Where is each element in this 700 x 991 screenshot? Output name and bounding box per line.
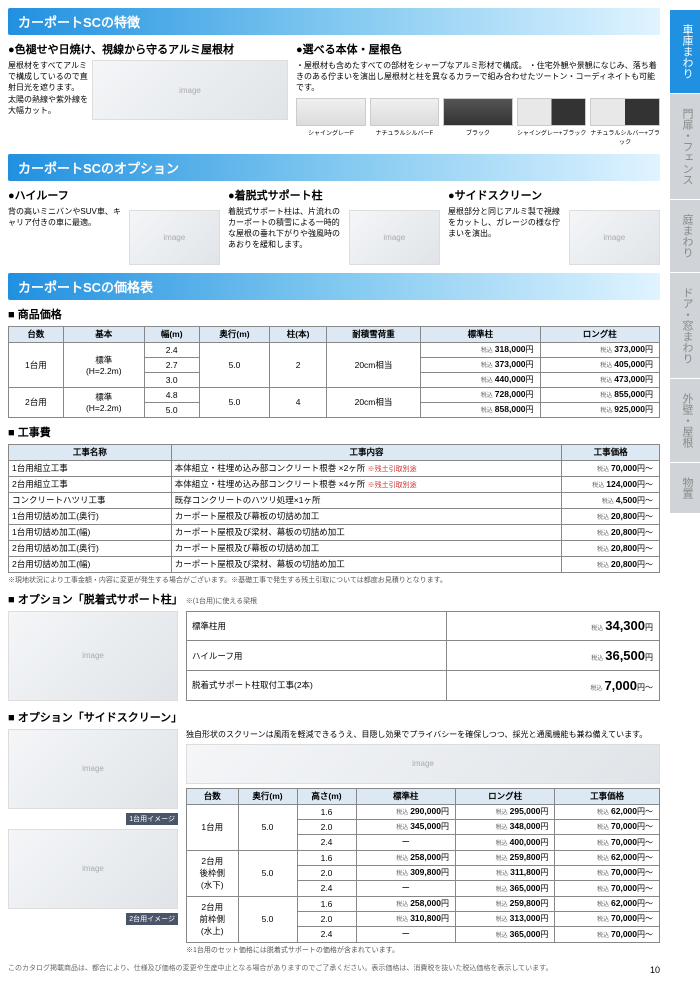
feature-roof-image: image	[92, 60, 288, 120]
opt-support-image: image	[8, 611, 178, 701]
color-1: ナチュラルシルバーF	[370, 98, 440, 146]
color-0: シャイングレーF	[296, 98, 366, 146]
price-table-title: 商品価格	[8, 306, 660, 322]
color-4: ナチュラルシルバー+ブラック	[590, 98, 660, 146]
side-tab-2[interactable]: 庭まわり	[670, 200, 700, 273]
color-3: シャイングレー+ブラック	[517, 98, 587, 146]
feature-colors-text: ・屋根材も含めたすべての部材をシャープなアルミ形材で構成。 ・住宅外観や景観にな…	[296, 60, 660, 94]
side-tab-3[interactable]: ドア・窓まわり	[670, 273, 700, 379]
side-tabs: 車庫まわり門扉・フェンス庭まわりドア・窓まわり外壁・屋根物置	[670, 10, 700, 514]
side-tab-4[interactable]: 外壁・屋根	[670, 379, 700, 463]
feature-colors-header: 選べる本体・屋根色	[296, 41, 660, 57]
screen-detail-image: image	[186, 744, 660, 784]
feature-colors: 選べる本体・屋根色 ・屋根材も含めたすべての部材をシャープなアルミ形材で構成。 …	[296, 41, 660, 146]
price-table: 台数基本幅(m)奥行(m)柱(本)耐積雪荷重標準柱ロング柱 1台用標準 (H=2…	[8, 326, 660, 418]
screen-image-2: image	[8, 829, 178, 909]
const-table-note: ※現地状況により工事金額・内容に変更が発生する場合がございます。※基礎工事で発生…	[8, 575, 660, 585]
opt-support-title: オプション「脱着式サポート柱」 ※(1台用)に使える梁根	[8, 591, 660, 607]
option-1: 着脱式サポート柱着脱式サポート柱は、片流れのカーポートの積雪による一時的な屋根の…	[228, 187, 440, 265]
section-options-header: カーポートSCのオプション	[8, 154, 660, 181]
color-2: ブラック	[443, 98, 513, 146]
feature-roof-text: 屋根材をすべてアルミで構成しているので直射日光を遮ります。 太陽の熱線や紫外線を…	[8, 60, 88, 120]
screen-caption-1: 1台用イメージ	[126, 813, 178, 825]
option-0: ハイルーフ背の高いミニバンやSUV車、キャリア付きの車に最適。image	[8, 187, 220, 265]
construction-table: 工事名称工事内容工事価格 1台用組立工事本体組立・柱埋め込み部コンクリート根巻 …	[8, 444, 660, 573]
side-tab-1[interactable]: 門扉・フェンス	[670, 94, 700, 200]
opt-screen-table: 台数奥行(m)高さ(m)標準柱ロング柱工事価格 1台用5.01.6税込290,0…	[186, 788, 660, 943]
side-tab-0[interactable]: 車庫まわり	[670, 10, 700, 94]
section-price-header: カーポートSCの価格表	[8, 273, 660, 300]
const-table-title: 工事費	[8, 424, 660, 440]
page-number: 10	[650, 965, 660, 975]
page-footer: このカタログ掲載商品は、都合により、仕様及び価格の変更や生産中止となる場合があり…	[8, 963, 660, 973]
screen-caption-2: 2台用イメージ	[126, 913, 178, 925]
opt-screen-title: オプション「サイドスクリーン」	[8, 709, 660, 725]
section-features-header: カーポートSCの特徴	[8, 8, 660, 35]
screen-image-1: image	[8, 729, 178, 809]
option-2: サイドスクリーン屋根部分と同じアルミ製で視線をカットし、ガレージの様な佇まいを演…	[448, 187, 660, 265]
feature-roof-header: 色褪せや日焼け、視線から守るアルミ屋根材	[8, 41, 288, 57]
feature-roof: 色褪せや日焼け、視線から守るアルミ屋根材 屋根材をすべてアルミで構成しているので…	[8, 41, 288, 146]
opt-screen-desc: 独自形状のスクリーンは風雨を軽減できるうえ、目隠し効果でプライバシーを確保しつつ…	[186, 729, 660, 740]
opt-support-table: 標準柱用税込34,300円ハイルーフ用税込36,500円脱着式サポート柱取付工事…	[186, 611, 660, 701]
side-tab-5[interactable]: 物置	[670, 463, 700, 514]
opt-screen-note: ※1台用のセット価格には脱着式サポートの価格が含まれています。	[186, 945, 660, 955]
